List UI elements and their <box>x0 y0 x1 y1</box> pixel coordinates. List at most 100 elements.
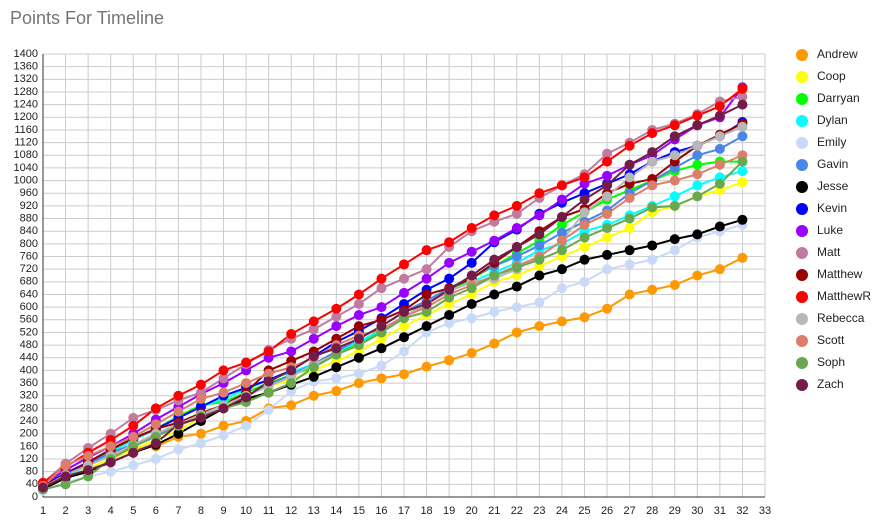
data-point <box>466 270 477 281</box>
legend-label: Zach <box>817 377 844 391</box>
data-point <box>353 352 364 363</box>
data-point <box>714 143 725 154</box>
data-point <box>399 287 409 298</box>
data-point <box>534 188 545 199</box>
data-point <box>444 355 455 366</box>
legend-label: MatthewR <box>817 289 871 303</box>
data-point <box>647 180 658 191</box>
x-tick-label: 1 <box>40 505 46 517</box>
x-tick-label: 24 <box>556 505 568 517</box>
data-point <box>286 400 297 411</box>
x-tick-label: 20 <box>466 505 478 517</box>
data-point <box>150 403 161 414</box>
legend-swatch <box>796 137 808 149</box>
x-tick-label: 30 <box>691 505 703 517</box>
data-point <box>692 110 703 121</box>
data-point <box>376 321 387 332</box>
x-tick-label: 11 <box>263 505 274 517</box>
data-point <box>714 110 725 121</box>
y-tick-label: 0 <box>32 491 38 503</box>
data-point <box>556 219 567 230</box>
data-point <box>399 346 409 357</box>
data-point <box>241 420 252 431</box>
series-line <box>42 86 744 486</box>
y-tick-label: 1120 <box>14 137 38 149</box>
data-point <box>511 327 522 338</box>
data-point <box>399 273 409 284</box>
x-tick-label: 17 <box>398 505 410 517</box>
y-tick-label: 1240 <box>14 99 38 111</box>
data-point <box>444 273 455 284</box>
data-point <box>511 262 522 273</box>
data-point <box>647 284 658 295</box>
data-point <box>489 289 500 300</box>
data-point <box>399 306 409 317</box>
x-tick-label: 16 <box>375 505 387 517</box>
y-tick-label: 240 <box>20 415 38 427</box>
data-point <box>466 348 477 359</box>
data-point <box>399 259 409 270</box>
data-point <box>624 289 635 300</box>
data-point <box>308 351 319 362</box>
y-tick-label: 800 <box>20 238 38 250</box>
data-point <box>534 321 545 332</box>
data-point <box>218 403 229 414</box>
data-point <box>737 131 748 142</box>
legend-label: Coop <box>817 69 846 83</box>
legend-swatch <box>796 49 808 61</box>
data-point <box>399 369 409 380</box>
data-point <box>534 210 545 221</box>
data-point <box>692 180 703 191</box>
y-tick-label: 1320 <box>14 73 38 85</box>
legend-label: Dylan <box>817 113 848 127</box>
data-point <box>353 298 364 309</box>
data-point <box>286 329 297 340</box>
data-point <box>669 131 680 142</box>
data-point <box>624 159 635 170</box>
data-point <box>308 390 319 401</box>
data-point <box>218 430 229 441</box>
data-point <box>195 412 206 423</box>
y-tick-label: 40 <box>26 478 38 490</box>
x-tick-label: 8 <box>198 505 204 517</box>
legend-swatch <box>796 71 808 83</box>
data-point <box>218 373 229 384</box>
data-point <box>173 390 184 401</box>
data-point <box>263 368 274 379</box>
data-point <box>421 361 432 372</box>
data-point <box>353 310 364 321</box>
data-point <box>150 419 161 430</box>
data-point <box>195 393 206 404</box>
data-point <box>579 207 590 218</box>
data-point <box>489 306 500 317</box>
data-point <box>556 180 567 191</box>
y-tick-label: 1040 <box>14 162 38 174</box>
legend-label: Matthew <box>817 267 863 281</box>
data-point <box>195 379 206 390</box>
y-tick-label: 1080 <box>14 149 38 161</box>
legend-label: Scott <box>817 333 845 347</box>
data-point <box>602 232 613 243</box>
data-point <box>421 289 432 300</box>
series-line <box>42 160 744 491</box>
y-tick-label: 1360 <box>14 61 38 73</box>
data-point <box>669 245 680 256</box>
data-point <box>579 276 590 287</box>
data-point <box>669 200 680 211</box>
data-point <box>624 245 635 256</box>
data-point <box>556 245 567 256</box>
data-point <box>466 283 477 294</box>
data-point <box>669 150 680 161</box>
data-point <box>692 229 703 240</box>
data-point <box>556 264 567 275</box>
data-point <box>150 454 161 465</box>
data-point <box>556 211 567 222</box>
data-point <box>128 412 139 423</box>
data-point <box>128 420 139 431</box>
data-point <box>511 208 522 219</box>
data-point <box>579 232 590 243</box>
data-point <box>105 441 116 452</box>
data-point <box>263 376 274 387</box>
legend-swatch <box>796 225 808 237</box>
data-point <box>263 387 274 398</box>
